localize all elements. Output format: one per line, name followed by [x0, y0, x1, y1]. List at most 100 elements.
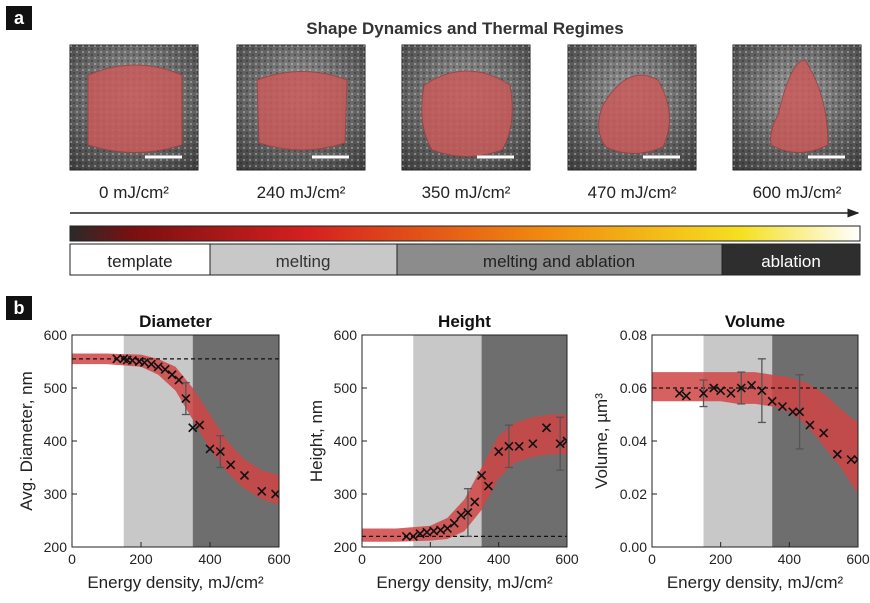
data-point: [777, 401, 788, 412]
y-axis-label: Height, nm: [307, 400, 326, 482]
data-point: [514, 441, 524, 451]
x-tick-label: 600: [846, 551, 870, 567]
chart-title: Diameter: [139, 312, 212, 331]
sem-image: [236, 44, 366, 171]
data-point: [470, 497, 480, 507]
data-point: [415, 529, 425, 539]
confidence-band: [652, 372, 858, 494]
x-axis-label: Energy density, mJ/cm²: [667, 573, 844, 592]
x-tick-label: 0: [648, 551, 656, 567]
particle-overlay: [770, 59, 829, 153]
data-point: [846, 454, 856, 465]
data-point: [853, 454, 858, 465]
x-tick-label: 200: [419, 551, 443, 567]
chart-title: Volume: [725, 312, 785, 331]
x-tick-label: 200: [129, 551, 153, 567]
x-axis-label: Energy density, mJ/cm²: [87, 573, 264, 592]
plot-area: [72, 335, 279, 547]
data-point: [153, 362, 163, 372]
panel-label: b: [14, 298, 25, 318]
energy-label: 350 mJ/cm²: [422, 183, 511, 202]
data-point: [270, 489, 279, 499]
energy-label: 470 mJ/cm²: [588, 183, 677, 202]
sem-image: [401, 44, 531, 171]
data-point: [541, 423, 552, 433]
data-point: [477, 470, 487, 481]
panel-label: a: [14, 8, 25, 28]
y-tick-label: 0.00: [620, 539, 647, 555]
data-point: [528, 439, 538, 449]
sem-image: [567, 44, 697, 171]
data-point: [195, 420, 205, 430]
x-axis-label: Energy density, mJ/cm²: [376, 573, 553, 592]
x-tick-label: 600: [555, 551, 579, 567]
data-point: [716, 386, 726, 396]
y-tick-label: 600: [44, 327, 68, 343]
x-tick-label: 400: [487, 551, 511, 567]
heat-gradient: [69, 225, 861, 242]
confidence-band: [362, 414, 567, 542]
data-point: [832, 449, 842, 459]
panel-a: a Shape Dynamics and Thermal Regimes tem…: [6, 6, 861, 276]
data-point: [726, 388, 736, 398]
sem-image: [69, 44, 199, 171]
y-tick-label: 0.02: [620, 486, 647, 502]
data-point: [408, 531, 418, 541]
plot-area: [652, 335, 858, 547]
data-point: [139, 357, 150, 368]
y-tick-label: 500: [334, 380, 358, 396]
regime-label: melting: [276, 252, 331, 271]
data-point: [239, 470, 250, 481]
y-tick-label: 300: [334, 486, 358, 502]
chart-panel: Volume 0 200 400 600 0.00 0.02 0.04 0.06 0.08 Ener…: [592, 312, 870, 592]
y-axis-label: Avg. Diameter, nm: [17, 371, 36, 511]
data-point: [449, 518, 459, 528]
data-point: [112, 354, 122, 364]
data-point: [257, 486, 267, 496]
y-tick-label: 0.04: [620, 433, 647, 449]
x-tick-label: 400: [778, 551, 802, 567]
data-point: [757, 386, 767, 396]
data-point: [181, 394, 191, 404]
plot-area: [362, 335, 567, 547]
data-point: [709, 383, 719, 393]
y-axis-label: Volume, µm³: [592, 393, 611, 489]
panel-label-box: [6, 296, 32, 320]
data-point: [681, 391, 691, 401]
data-point: [442, 523, 452, 534]
y-tick-label: 400: [44, 433, 68, 449]
x-tick-label: 400: [198, 551, 222, 567]
data-point: [483, 481, 493, 491]
data-point: [215, 447, 225, 457]
particle-overlay: [256, 71, 348, 151]
regime-box: [209, 243, 398, 276]
energy-label: 600 mJ/cm²: [753, 183, 842, 202]
shaded-region: [703, 335, 773, 547]
data-point: [767, 396, 777, 406]
data-point: [456, 510, 466, 520]
data-point: [226, 460, 236, 470]
data-point: [747, 380, 757, 390]
regime-box: [721, 243, 861, 276]
y-tick-label: 300: [44, 486, 68, 502]
data-point: [401, 531, 411, 541]
particle-overlay: [87, 64, 183, 153]
y-tick-label: 200: [334, 539, 358, 555]
particle-overlay: [598, 74, 670, 154]
regime-label: template: [107, 252, 172, 271]
data-point: [674, 388, 685, 398]
data-point: [819, 428, 829, 438]
y-tick-label: 600: [334, 327, 358, 343]
y-tick-label: 500: [44, 380, 68, 396]
panel-title: Shape Dynamics and Thermal Regimes: [306, 19, 623, 38]
panel-label-box: [6, 6, 32, 30]
data-point: [698, 388, 709, 398]
data-point: [167, 370, 177, 380]
x-tick-label: 0: [358, 551, 366, 567]
x-tick-label: 600: [267, 551, 291, 567]
data-point: [146, 359, 156, 369]
y-tick-label: 0.08: [620, 327, 647, 343]
